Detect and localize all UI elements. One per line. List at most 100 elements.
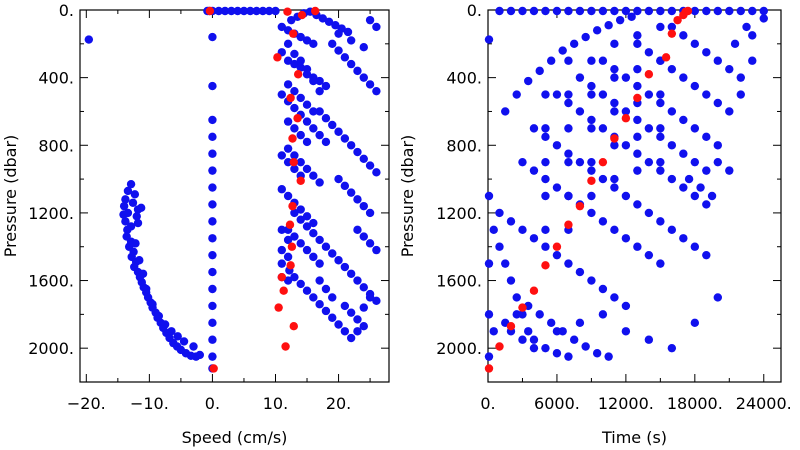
x-tick-label: 20. — [326, 394, 351, 413]
x-axis-title: Speed (cm/s) — [182, 428, 288, 447]
data-point — [535, 66, 544, 76]
data-point — [541, 225, 550, 235]
data-point — [748, 56, 757, 65]
data-point — [730, 39, 740, 49]
data-point — [592, 26, 602, 35]
data-point — [541, 6, 550, 16]
data-point — [690, 157, 700, 167]
data-point — [702, 200, 711, 209]
data-point — [359, 201, 368, 211]
data-point — [598, 124, 608, 133]
data-point — [353, 147, 362, 157]
data-point — [287, 242, 297, 251]
data-point — [208, 301, 217, 311]
data-point — [633, 132, 642, 142]
data-point — [564, 6, 573, 16]
data-point — [667, 29, 677, 38]
data-point — [283, 235, 293, 245]
data-point — [130, 190, 140, 199]
data-point — [271, 6, 280, 16]
data-point — [610, 39, 619, 49]
data-point — [564, 191, 573, 201]
data-point — [296, 93, 305, 103]
data-point — [552, 183, 562, 192]
data-point — [138, 269, 148, 278]
data-point — [552, 90, 562, 99]
data-point — [328, 249, 337, 258]
data-point — [575, 267, 585, 277]
data-point — [340, 134, 350, 143]
data-point — [309, 107, 318, 116]
data-point — [309, 171, 318, 180]
data-point — [644, 335, 654, 344]
data-point — [501, 259, 510, 268]
data-point — [309, 229, 318, 238]
time-pressure-panel: 0. 400. 800. 1200. 1600. 2000. 0. 6000. 12000. 18… — [398, 1, 792, 447]
data-point — [283, 191, 293, 201]
data-point — [633, 93, 642, 103]
data-point — [142, 284, 151, 294]
data-point — [564, 98, 573, 108]
data-point — [131, 239, 140, 248]
data-point — [610, 73, 619, 82]
data-point — [208, 200, 217, 209]
data-point — [702, 6, 711, 16]
data-point — [552, 250, 562, 260]
scatter-points — [84, 6, 381, 373]
data-point — [132, 212, 141, 221]
data-point — [208, 149, 217, 158]
data-point — [644, 250, 654, 260]
data-point — [644, 48, 654, 57]
data-point — [372, 245, 381, 255]
data-point — [315, 76, 324, 86]
data-point — [302, 64, 312, 74]
data-point — [283, 39, 293, 49]
data-point — [656, 217, 665, 226]
data-point — [246, 6, 255, 16]
data-point — [598, 174, 608, 184]
data-point — [205, 6, 215, 16]
data-point — [621, 301, 631, 311]
data-point — [283, 252, 293, 262]
data-point — [512, 90, 521, 99]
y-tick-label: 0. — [59, 1, 74, 20]
data-point — [365, 239, 375, 248]
data-point — [208, 115, 217, 125]
data-point — [633, 242, 642, 251]
data-point — [365, 208, 375, 218]
data-point — [296, 56, 305, 65]
data-point — [541, 157, 550, 167]
data-point — [353, 225, 362, 235]
plot-frame — [487, 9, 782, 383]
data-point — [302, 164, 312, 174]
data-point — [343, 27, 353, 37]
data-point — [346, 59, 356, 69]
data-point — [484, 259, 494, 268]
data-point — [725, 6, 734, 16]
data-point — [173, 332, 182, 341]
data-point — [633, 166, 642, 175]
tick-labels: 0. 400. 800. 1200. 1600. 2000. −20. −10. 0. 10. 20… — [28, 1, 351, 413]
data-point — [575, 73, 585, 82]
data-point — [227, 6, 236, 16]
data-point — [633, 64, 642, 74]
data-point — [587, 81, 596, 91]
data-point — [309, 218, 318, 228]
data-point — [621, 73, 631, 82]
data-point — [346, 141, 356, 150]
y-tick-label: 800. — [446, 136, 482, 155]
data-point — [133, 218, 143, 228]
data-point — [289, 322, 298, 331]
data-point — [290, 232, 299, 241]
x-tick-label: 18000. — [667, 394, 723, 413]
data-point — [541, 124, 550, 133]
data-point — [264, 6, 274, 16]
x-tick-label: 0. — [480, 394, 495, 413]
data-point — [610, 225, 619, 235]
y-tick-label: 2000. — [436, 339, 482, 358]
data-point — [283, 276, 293, 285]
data-point — [529, 335, 539, 344]
data-point — [702, 250, 711, 260]
data-point — [495, 208, 504, 218]
data-point — [123, 186, 133, 196]
